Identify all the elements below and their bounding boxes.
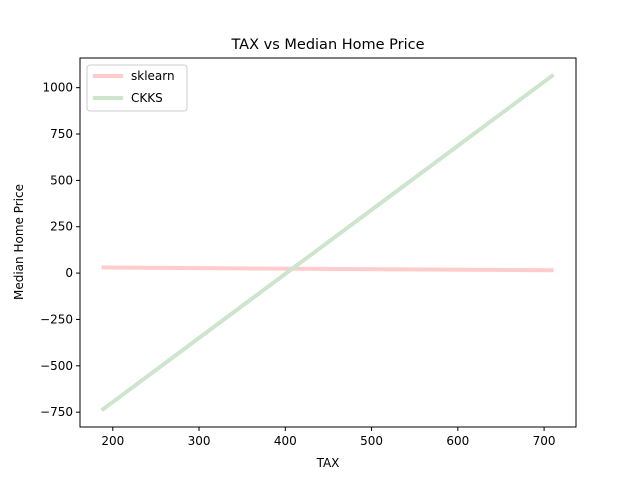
plot-frame — [79, 57, 577, 428]
y-tick-label: 0 — [65, 266, 73, 280]
y-axis-label: Median Home Price — [12, 184, 26, 300]
y-tick-label: 1000 — [42, 81, 73, 95]
x-axis-ticks: 200 300 400 500 600 700 — [101, 427, 556, 448]
y-tick-label: −500 — [40, 359, 73, 373]
x-tick-label: 300 — [188, 434, 211, 448]
x-tick-label: 200 — [101, 434, 124, 448]
legend: sklearn CKKS — [86, 64, 188, 112]
legend-label-sklearn: sklearn — [131, 69, 175, 83]
series-line-sklearn — [101, 265, 554, 273]
x-tick-label: 500 — [360, 434, 383, 448]
x-axis-label: TAX — [316, 456, 340, 470]
chart-title: TAX vs Median Home Price — [230, 37, 424, 53]
y-tick-label: 750 — [50, 127, 73, 141]
y-tick-label: −250 — [40, 312, 73, 326]
y-tick-label: −750 — [40, 405, 73, 419]
x-tick-label: 600 — [446, 434, 469, 448]
y-axis-ticks: −750 −500 −250 0 250 500 750 1000 — [40, 81, 80, 419]
y-tick-label: 250 — [50, 220, 73, 234]
series-layer — [100, 73, 555, 412]
y-tick-label: 500 — [50, 173, 73, 187]
series-line-ckks — [100, 73, 555, 412]
x-tick-label: 400 — [274, 434, 297, 448]
x-tick-label: 700 — [533, 434, 556, 448]
legend-label-ckks: CKKS — [131, 91, 163, 105]
